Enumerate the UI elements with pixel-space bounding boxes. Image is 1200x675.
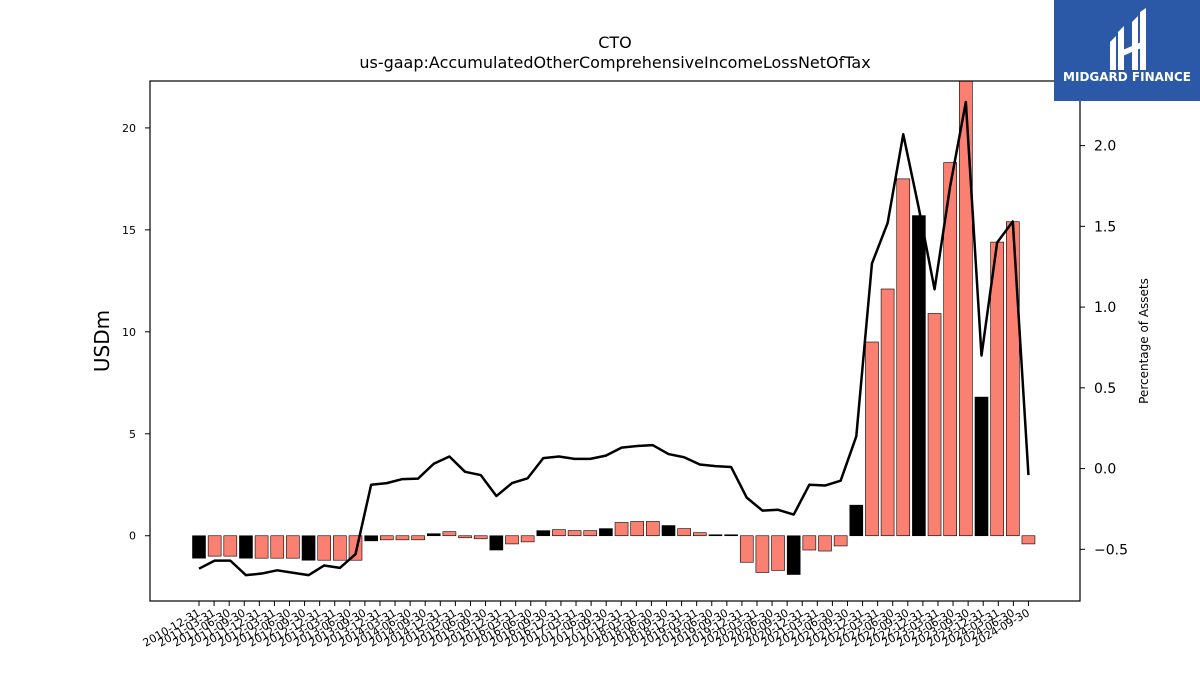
- bar: [286, 535, 300, 559]
- bar: [599, 528, 613, 537]
- y-tick-label: 20: [122, 122, 136, 135]
- bar: [411, 535, 425, 541]
- bar: [739, 535, 754, 563]
- y-tick-label: 15: [122, 224, 136, 237]
- bar: [364, 535, 378, 542]
- bar: [692, 532, 707, 537]
- bar: [1005, 221, 1020, 537]
- bar: [818, 535, 832, 552]
- bar: [802, 535, 817, 551]
- y2-tick-label: 0.5: [1094, 381, 1116, 397]
- bar: [239, 535, 253, 559]
- y2-tick-label: 2.0: [1094, 139, 1116, 155]
- bar: [849, 504, 864, 537]
- y2-axis-label: Percentage of Assets: [1137, 278, 1151, 404]
- bar: [567, 530, 582, 537]
- y-axis-left: 0 5 10 15 20: [122, 122, 150, 543]
- bar: [426, 533, 441, 537]
- bar: [646, 521, 660, 537]
- bar: [990, 241, 1004, 537]
- bar: [458, 535, 472, 539]
- bar: [786, 535, 801, 575]
- bar: [520, 535, 535, 543]
- bar: [771, 535, 785, 571]
- bar: [583, 530, 598, 537]
- bar: [724, 534, 738, 537]
- bar: [473, 535, 488, 540]
- y2-tick-label: 1.0: [1094, 300, 1116, 316]
- bar: [661, 525, 676, 537]
- bar: [505, 535, 519, 545]
- logo-text: MIDGARD FINANCE: [1063, 70, 1191, 84]
- line-series: [198, 100, 1030, 577]
- y2-tick-label: −0.5: [1094, 542, 1128, 558]
- bar: [896, 178, 911, 537]
- y2-tick-label: 0.0: [1094, 462, 1116, 478]
- bar: [301, 535, 316, 561]
- bar: [865, 341, 879, 537]
- plot-frame: [149, 80, 1081, 602]
- y-tick-label: 10: [122, 326, 136, 339]
- chart-title: CTO: [598, 33, 632, 52]
- bar: [223, 535, 238, 557]
- bar: [927, 313, 942, 537]
- bar: [333, 535, 347, 561]
- chart-subtitle: us-gaap:AccumulatedOtherComprehensiveInc…: [359, 53, 870, 72]
- logo-mark-icon: [1110, 8, 1146, 70]
- bar: [880, 288, 895, 537]
- bars: [192, 80, 1036, 575]
- x-axis: 2010-12-312011-03-312011-06-302011-09-30…: [141, 601, 1032, 650]
- brand-logo: MIDGARD FINANCE: [1054, 0, 1200, 101]
- bar: [536, 530, 551, 537]
- bar: [270, 535, 285, 559]
- bar: [943, 162, 958, 537]
- bar: [833, 535, 848, 547]
- bar: [192, 535, 206, 559]
- bar: [959, 80, 973, 537]
- bar: [317, 535, 332, 561]
- y2-tick-label: 1.5: [1094, 219, 1116, 235]
- bar: [614, 522, 629, 537]
- bar: [630, 521, 645, 537]
- y-axis-label: USDm: [90, 310, 114, 372]
- y-tick-label: 5: [129, 428, 136, 441]
- bar: [379, 535, 394, 541]
- bar: [254, 535, 269, 559]
- bar: [442, 531, 457, 537]
- bar: [708, 534, 723, 537]
- bar: [552, 529, 566, 537]
- bar: [207, 535, 222, 557]
- bar: [755, 535, 770, 573]
- bar: [1021, 535, 1036, 545]
- y-tick-label: 0: [129, 530, 136, 543]
- bar: [974, 396, 989, 537]
- bar: [677, 528, 691, 537]
- bar: [489, 535, 504, 551]
- bar: [395, 535, 410, 541]
- y-axis-right: −0.5 0.0 0.5 1.0 1.5 2.0: [1080, 139, 1128, 558]
- percentage-line: [198, 100, 1030, 577]
- bar: [912, 215, 926, 537]
